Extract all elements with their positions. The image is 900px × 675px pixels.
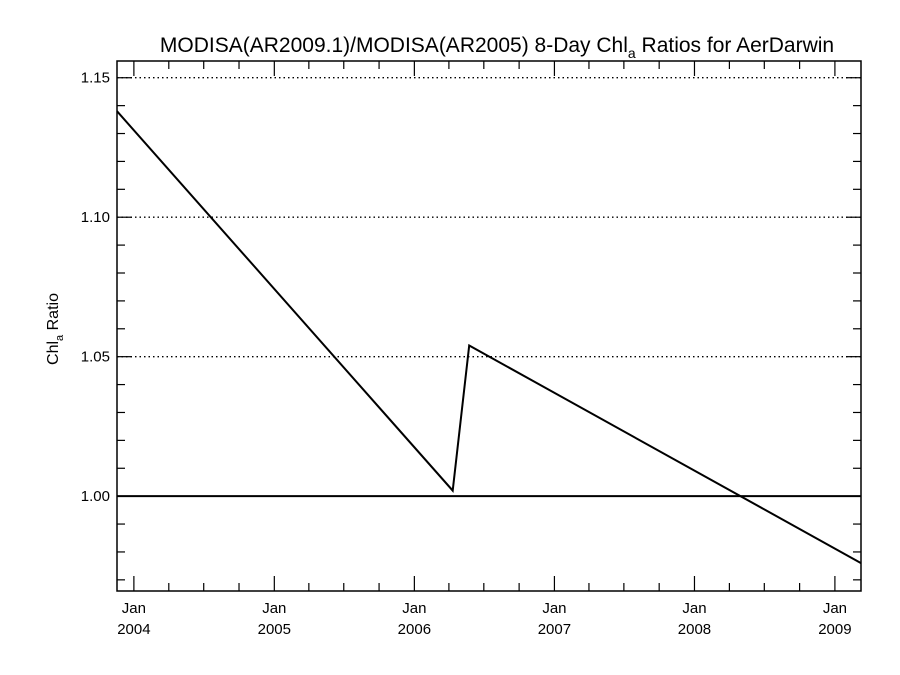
y-axis-label-suffix: Ratio bbox=[45, 293, 62, 335]
y-tick-label: 1.00 bbox=[81, 488, 110, 505]
x-tick-label-year: 2008 bbox=[678, 621, 711, 638]
series-line bbox=[116, 110, 862, 564]
x-tick-label-month: Jan bbox=[823, 600, 847, 617]
plot-frame bbox=[116, 60, 862, 592]
tick-layer bbox=[117, 61, 861, 591]
y-tick-label: 1.15 bbox=[81, 70, 110, 87]
chart-title-prefix: MODISA(AR2009.1)/MODISA(AR2005) 8-Day Ch… bbox=[160, 34, 628, 57]
x-tick-label-year: 2005 bbox=[258, 621, 291, 638]
x-tick-label-year: 2004 bbox=[117, 621, 150, 638]
y-tick-label: 1.10 bbox=[81, 209, 110, 226]
x-tick-label-month: Jan bbox=[542, 600, 566, 617]
y-tick-label: 1.05 bbox=[81, 349, 110, 366]
x-tick-label-month: Jan bbox=[402, 600, 426, 617]
series-layer bbox=[116, 110, 862, 564]
chart-title-suffix: Ratios for AerDarwin bbox=[636, 34, 834, 57]
x-tick-label-year: 2007 bbox=[538, 621, 571, 638]
y-axis-label-prefix: Chl bbox=[45, 341, 62, 365]
y-axis-label: Chla Ratio bbox=[45, 293, 66, 365]
x-tick-label-year: 2009 bbox=[818, 621, 851, 638]
x-tick-label-year: 2006 bbox=[398, 621, 431, 638]
x-tick-label-month: Jan bbox=[122, 600, 146, 617]
y-axis-label-subscript: a bbox=[54, 334, 66, 341]
chart-title-subscript: a bbox=[628, 45, 636, 61]
chart-title: MODISA(AR2009.1)/MODISA(AR2005) 8-Day Ch… bbox=[160, 34, 834, 61]
grid-layer bbox=[117, 77, 861, 358]
tick-label-layer: 1.00 1.05 1.10 1.15 Jan 2004 Jan 2005 Jan 2006 Jan… bbox=[81, 70, 852, 638]
x-tick-label-month: Jan bbox=[262, 600, 286, 617]
x-tick-label-month: Jan bbox=[682, 600, 706, 617]
